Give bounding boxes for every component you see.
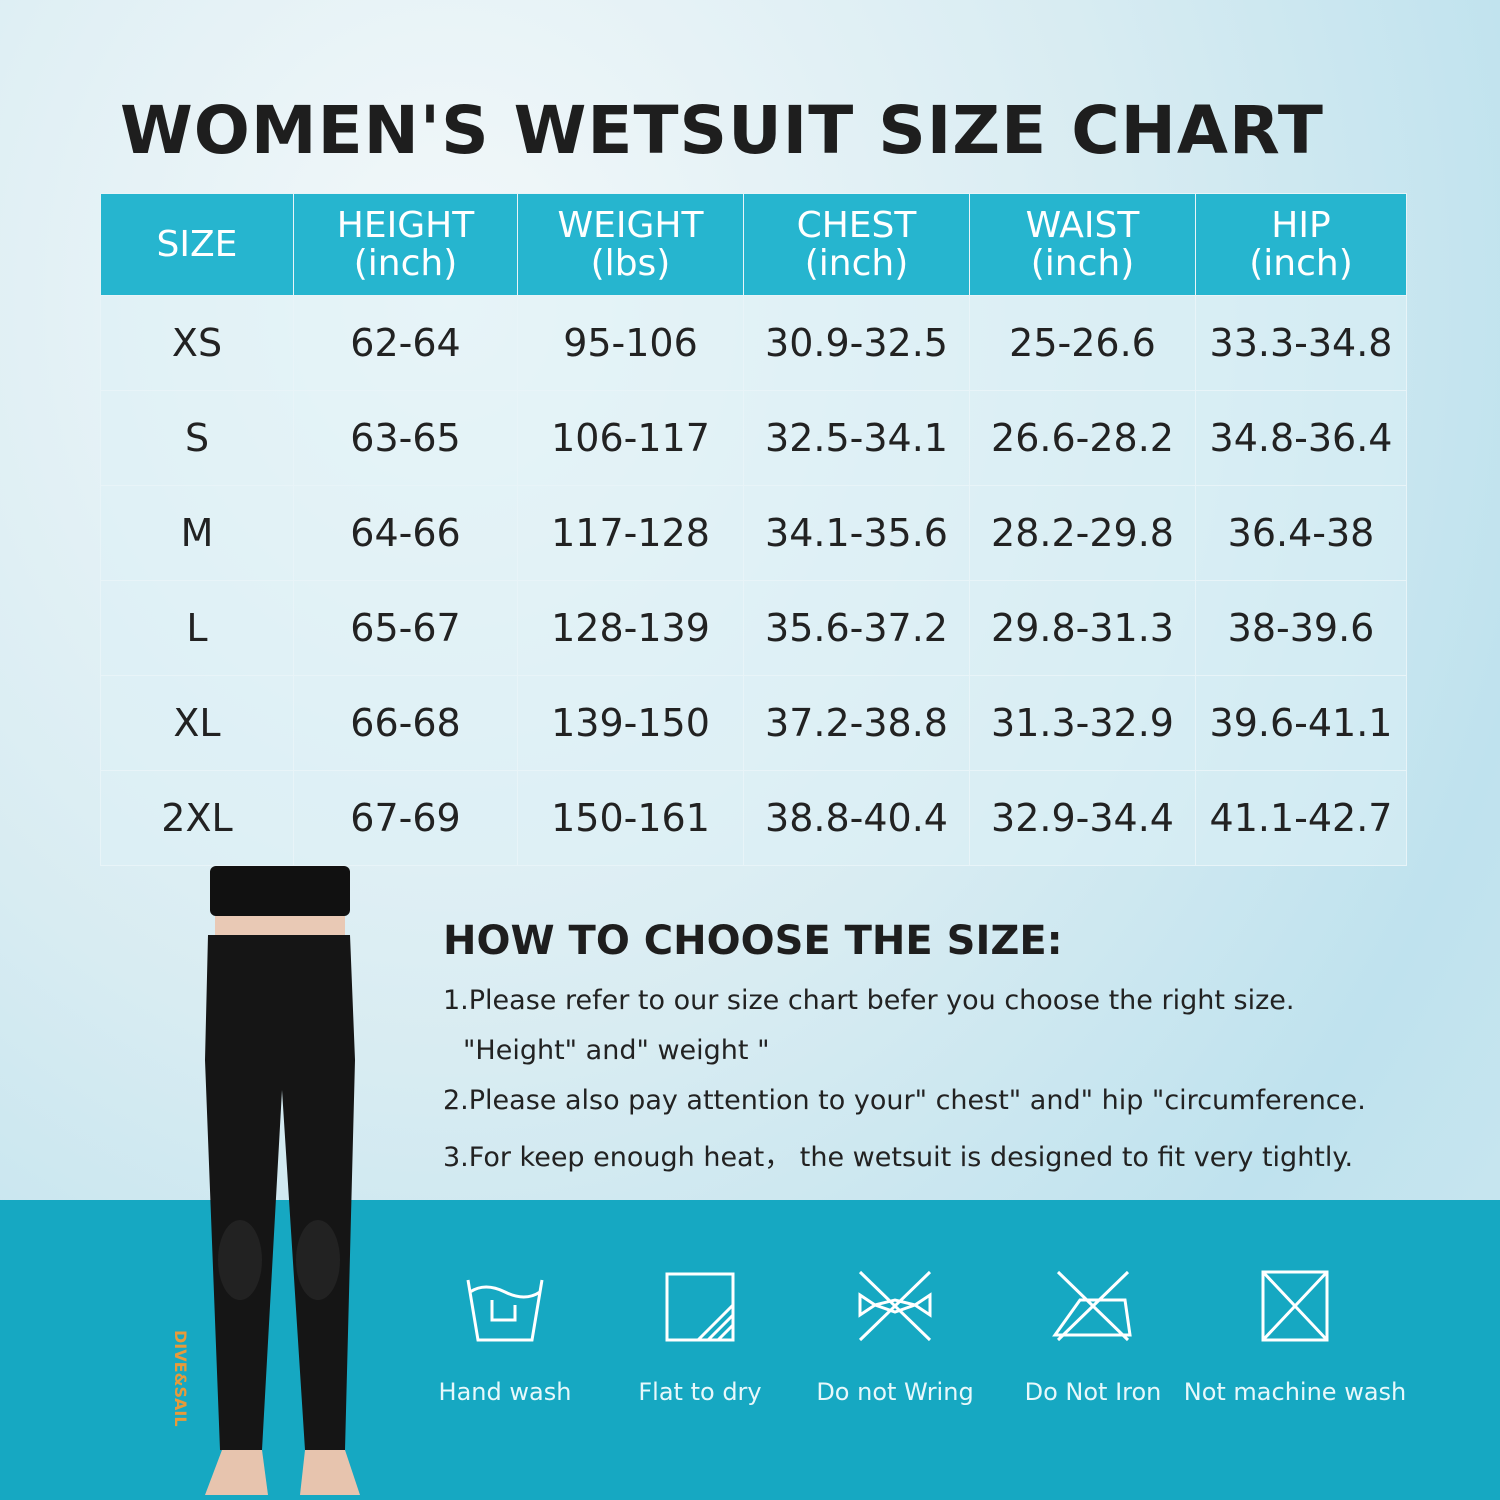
header-name: HIP <box>1271 204 1331 246</box>
header-cell: CHEST (inch) <box>743 193 970 296</box>
header-cell: HEIGHT (inch) <box>293 193 518 296</box>
table-row: XS 62-64 95-106 30.9-32.5 25-26.6 33.3-34.8 <box>100 295 1407 391</box>
care-label: Do Not Iron <box>1024 1378 1162 1406</box>
care-label: Do not Wring <box>816 1378 974 1406</box>
model <box>205 866 360 1495</box>
size-table: SIZE HEIGHT (inch) WEIGHT (lbs) CHEST (inch) WA… <box>100 193 1407 866</box>
table-cell: 28.2-29.8 <box>969 485 1196 581</box>
table-cell: 95-106 <box>517 295 744 391</box>
table-cell: 26.6-28.2 <box>969 390 1196 486</box>
header-unit: (inch) <box>1030 242 1135 284</box>
table-cell: 36.4-38 <box>1195 485 1407 581</box>
table-cell: 139-150 <box>517 675 744 771</box>
table-cell: 30.9-32.5 <box>743 295 970 391</box>
table-cell: 106-117 <box>517 390 744 486</box>
table-cell: 34.1-35.6 <box>743 485 970 581</box>
care-label: Not machine wash <box>1183 1378 1407 1406</box>
table-cell: 66-68 <box>293 675 518 771</box>
care-label: Hand wash <box>438 1378 572 1406</box>
header-name: HEIGHT <box>336 204 475 246</box>
header-cell: WEIGHT (lbs) <box>517 193 744 296</box>
header-name: CHEST <box>796 204 917 246</box>
header-unit: (inch) <box>804 242 909 284</box>
table-cell: 32.9-34.4 <box>969 770 1196 866</box>
table-cell: 41.1-42.7 <box>1195 770 1407 866</box>
header-name: WEIGHT <box>557 204 704 246</box>
header-row: SIZE HEIGHT (inch) WEIGHT (lbs) CHEST (inch) WA… <box>100 193 1407 296</box>
table-cell: 38-39.6 <box>1195 580 1407 676</box>
table-cell: 31.3-32.9 <box>969 675 1196 771</box>
header-cell: HIP (inch) <box>1195 193 1407 296</box>
table-row: 2XL 67-69 150-161 38.8-40.4 32.9-34.4 41.1-42… <box>100 770 1407 866</box>
header-unit: (inch) <box>1249 242 1353 284</box>
care-icons <box>466 1270 1329 1342</box>
howto-line: 1.Please refer to our size chart befer y… <box>443 985 1295 1016</box>
table-cell: 33.3-34.8 <box>1195 295 1407 391</box>
table-row: S 63-65 106-117 32.5-34.1 26.6-28.2 34.8-36.4 <box>100 390 1407 486</box>
table-cell: 39.6-41.1 <box>1195 675 1407 771</box>
brand-logo: DIVE&SAIL <box>171 1330 190 1427</box>
table-cell: 29.8-31.3 <box>969 580 1196 676</box>
table-cell: 35.6-37.2 <box>743 580 970 676</box>
header-unit: (inch) <box>353 242 458 284</box>
table-cell: 25-26.6 <box>969 295 1196 391</box>
howto-line: "Height" and" weight " <box>463 1035 770 1066</box>
header-cell: SIZE <box>100 193 294 296</box>
header-cell: WAIST (inch) <box>969 193 1196 296</box>
table-cell: 64-66 <box>293 485 518 581</box>
table-cell: 62-64 <box>293 295 518 391</box>
table-cell: S <box>100 390 294 486</box>
title: WOMEN'S WETSUIT SIZE CHART <box>120 92 1324 169</box>
table-cell: 63-65 <box>293 390 518 486</box>
table-cell: 150-161 <box>517 770 744 866</box>
table-cell: 37.2-38.8 <box>743 675 970 771</box>
care-label: Flat to dry <box>638 1378 762 1406</box>
howto-line: 3.For keep enough heat， the wetsuit is d… <box>443 1142 1354 1173</box>
table-cell: 128-139 <box>517 580 744 676</box>
header-unit: (lbs) <box>590 242 671 284</box>
table-cell: 65-67 <box>293 580 518 676</box>
table-cell: M <box>100 485 294 581</box>
table-cell: 2XL <box>100 770 294 866</box>
table-cell: 38.8-40.4 <box>743 770 970 866</box>
table-cell: 67-69 <box>293 770 518 866</box>
table-row: M 64-66 117-128 34.1-35.6 28.2-29.8 36.4-38 <box>100 485 1407 581</box>
howto-title: HOW TO CHOOSE THE SIZE: <box>443 918 1063 964</box>
table-cell: 117-128 <box>517 485 744 581</box>
header-name: WAIST <box>1025 204 1140 246</box>
howto-line: 2.Please also pay attention to your" che… <box>443 1085 1366 1116</box>
table-cell: 32.5-34.1 <box>743 390 970 486</box>
header-name: SIZE <box>156 223 238 265</box>
table-row: L 65-67 128-139 35.6-37.2 29.8-31.3 38-39.6 <box>100 580 1407 676</box>
table-row: XL 66-68 139-150 37.2-38.8 31.3-32.9 39.6-41.… <box>100 675 1407 771</box>
